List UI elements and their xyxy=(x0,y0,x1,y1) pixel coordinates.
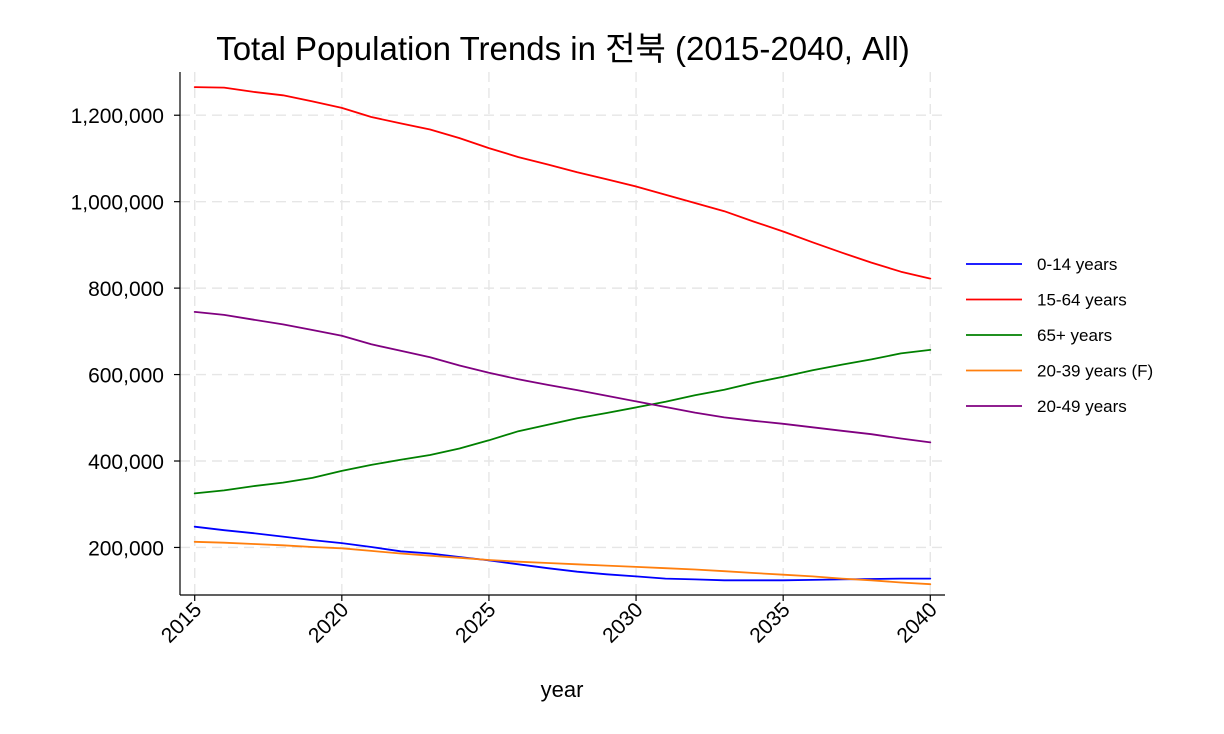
legend-label: 15-64 years xyxy=(1037,291,1127,310)
x-tick-label: 2030 xyxy=(598,598,647,647)
x-tick-label: 2040 xyxy=(893,598,942,647)
series-lines xyxy=(193,86,932,586)
series-line-15-64-years xyxy=(193,86,932,280)
x-tick-label: 2020 xyxy=(304,598,353,647)
series-line-0-14-years xyxy=(193,525,932,582)
legend-label: 20-49 years xyxy=(1037,397,1127,416)
y-tick-label: 200,000 xyxy=(88,537,164,560)
grid-lines xyxy=(180,72,945,595)
axes xyxy=(179,72,945,596)
y-tick-label: 1,000,000 xyxy=(71,192,164,215)
x-axis-label: year xyxy=(541,677,584,702)
series-line-20-49-years xyxy=(193,310,932,444)
x-axis-ticks: 2015 2020 2025 2030 2035 2040 xyxy=(157,595,942,648)
chart-title: Total Population Trends in 전북 (2015-2040… xyxy=(216,30,910,67)
legend-label: 0-14 years xyxy=(1037,255,1117,274)
y-tick-label: 1,200,000 xyxy=(71,105,164,128)
legend-label: 20-39 years (F) xyxy=(1037,362,1153,381)
y-tick-label: 400,000 xyxy=(88,451,164,474)
x-tick-label: 2015 xyxy=(157,598,206,647)
x-tick-label: 2025 xyxy=(451,598,500,647)
x-tick-label: 2035 xyxy=(745,598,794,647)
legend-label: 65+ years xyxy=(1037,326,1112,345)
series-line-65-years xyxy=(193,348,932,495)
y-tick-label: 600,000 xyxy=(88,365,164,388)
y-axis-ticks: 200,000 400,000 600,000 800,000 1,000,000 1,2… xyxy=(71,105,180,560)
y-tick-label: 800,000 xyxy=(88,278,164,301)
series-line-20-39-years-f xyxy=(193,540,932,586)
legend: 0-14 years 15-64 years 65+ years 20-39 year… xyxy=(966,255,1153,416)
